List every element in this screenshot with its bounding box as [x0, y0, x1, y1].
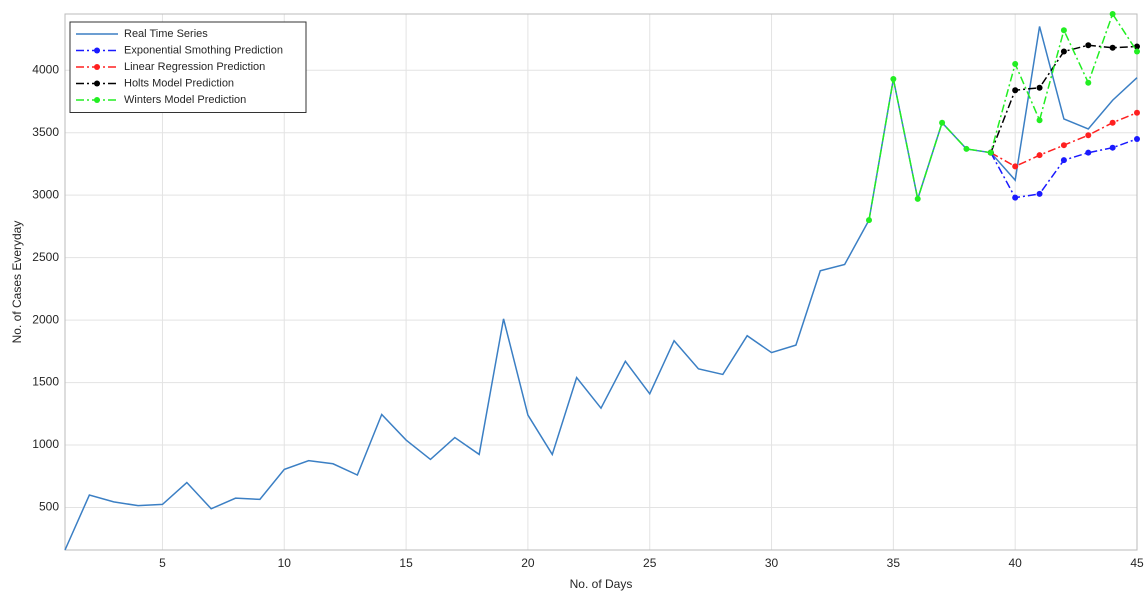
- data-point: [1085, 42, 1092, 49]
- x-tick-label: 15: [399, 556, 413, 570]
- series-line: [868, 12, 1138, 221]
- data-point: [1012, 163, 1019, 170]
- data-point: [1134, 135, 1140, 142]
- data-point: [963, 145, 970, 152]
- legend-label: Winters Model Prediction: [124, 94, 246, 106]
- data-point: [1109, 144, 1116, 151]
- legend-marker: [94, 97, 100, 103]
- data-point: [890, 75, 897, 82]
- plot-frame: [64, 13, 1138, 551]
- data-point: [1012, 87, 1019, 94]
- x-tick-label: 20: [521, 556, 535, 570]
- x-tick-label: 10: [278, 556, 292, 570]
- data-point: [1109, 119, 1116, 126]
- y-tick-label: 2500: [32, 250, 59, 264]
- data-point: [1036, 152, 1043, 159]
- data-point: [1109, 11, 1116, 17]
- data-point: [1109, 44, 1116, 51]
- data-point: [1085, 132, 1092, 139]
- data-point: [1060, 48, 1067, 55]
- x-axis-label: No. of Days: [570, 577, 633, 591]
- legend-marker: [94, 80, 100, 87]
- legend-marker: [94, 64, 100, 70]
- legend-label: Linear Regression Prediction: [124, 61, 265, 73]
- data-point: [1085, 149, 1092, 156]
- data-point: [939, 119, 946, 126]
- legend: Real Time Series Exponential Smothing Pre…: [69, 21, 307, 113]
- y-tick-label: 1500: [32, 375, 59, 389]
- y-tick-label: 2000: [32, 312, 59, 326]
- data-point: [987, 149, 994, 156]
- y-axis-label: No. of Cases Everyday: [10, 221, 24, 344]
- data-point: [1012, 194, 1019, 201]
- data-point: [1060, 142, 1067, 149]
- legend-label: Real Time Series: [124, 28, 208, 40]
- y-tick-label: 3500: [32, 125, 59, 139]
- y-tick-label: 1000: [32, 437, 59, 451]
- x-tick-label: 30: [765, 556, 779, 570]
- x-tick-label: 35: [887, 556, 901, 570]
- legend-marker: [94, 47, 100, 54]
- legend-label: Exponential Smothing Prediction: [124, 44, 283, 56]
- x-tick-label: 45: [1130, 556, 1144, 570]
- x-tick-label: 5: [159, 556, 166, 570]
- data-point: [1134, 43, 1140, 50]
- data-point: [1085, 79, 1092, 86]
- legend-label: Holts Model Prediction: [124, 77, 234, 89]
- x-tick-label: 40: [1009, 556, 1023, 570]
- data-point: [1036, 84, 1043, 91]
- y-tick-label: 500: [39, 500, 59, 514]
- y-tick-label: 3000: [32, 187, 59, 201]
- data-point: [1060, 27, 1067, 34]
- data-point: [1060, 157, 1067, 164]
- data-point: [1134, 48, 1140, 55]
- data-point: [914, 195, 921, 202]
- y-tick-label: 4000: [32, 62, 59, 76]
- data-point: [1012, 60, 1019, 67]
- data-point: [866, 217, 872, 224]
- data-point: [1134, 109, 1140, 116]
- data-point: [1036, 117, 1043, 124]
- x-tick-label: 25: [643, 556, 657, 570]
- data-point: [1036, 190, 1043, 197]
